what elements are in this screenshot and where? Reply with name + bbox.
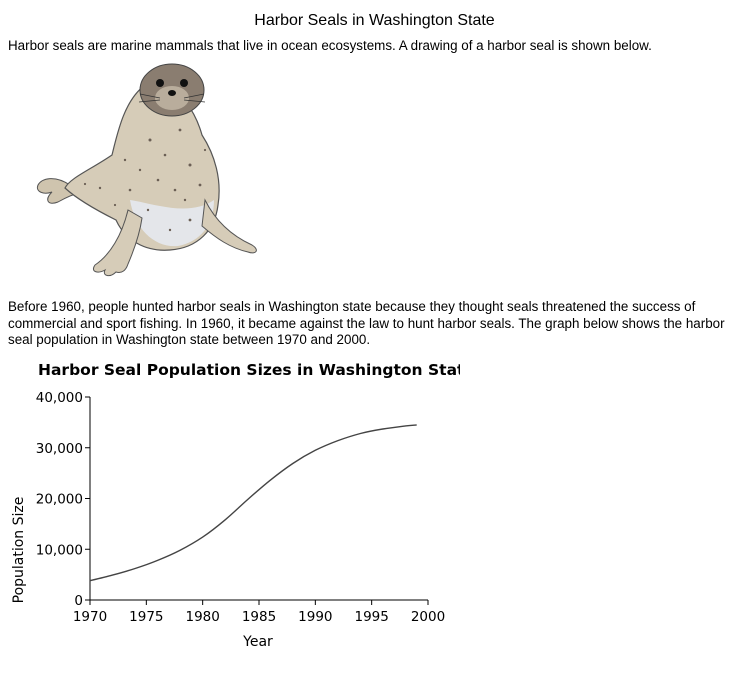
- body-text: Before 1960, people hunted harbor seals …: [8, 299, 725, 347]
- x-tick-label: 1985: [242, 609, 276, 625]
- population-chart: Harbor Seal Population Sizes in Washingt…: [11, 361, 460, 650]
- ticks: 0 10,000 20,000 30,000 40,000 1970 1975 1980 198…: [36, 390, 445, 625]
- seal-eye-right: [180, 79, 188, 87]
- seal-body: [64, 81, 220, 251]
- seal-spots: [83, 128, 207, 232]
- x-tick-label: 1980: [185, 609, 219, 625]
- seal-belly: [130, 200, 214, 247]
- seal-eye-left: [156, 79, 164, 87]
- x-tick-label: 1970: [73, 609, 107, 625]
- axes: [89, 397, 428, 601]
- chart-title: Harbor Seal Population Sizes in Washingt…: [38, 361, 460, 379]
- x-tick-label: 1995: [354, 609, 388, 625]
- page-title: Harbor Seals in Washington State: [254, 12, 495, 29]
- y-tick-label: 20,000: [36, 492, 83, 508]
- y-tick-label: 30,000: [36, 441, 83, 457]
- y-axis-label: Population Size: [11, 497, 27, 604]
- x-tick-label: 1990: [298, 609, 332, 625]
- seal-nose: [168, 90, 176, 96]
- seal-whiskers: [138, 93, 206, 103]
- population-line: [89, 424, 417, 582]
- y-tick-label: 40,000: [36, 390, 83, 406]
- y-tick-label: 0: [74, 593, 83, 609]
- intro-text: Harbor seals are marine mammals that liv…: [8, 38, 652, 53]
- y-tick-label: 10,000: [36, 542, 83, 558]
- seal-front-flipper-left: [92, 209, 143, 277]
- harbor-seal-image: [36, 63, 257, 277]
- seal-muzzle: [155, 86, 189, 110]
- seal-front-flipper-right: [201, 198, 257, 254]
- x-tick-label: 2000: [411, 609, 445, 625]
- x-tick-label: 1975: [129, 609, 163, 625]
- seal-rear-flipper: [36, 178, 84, 204]
- x-axis-label: Year: [242, 634, 273, 650]
